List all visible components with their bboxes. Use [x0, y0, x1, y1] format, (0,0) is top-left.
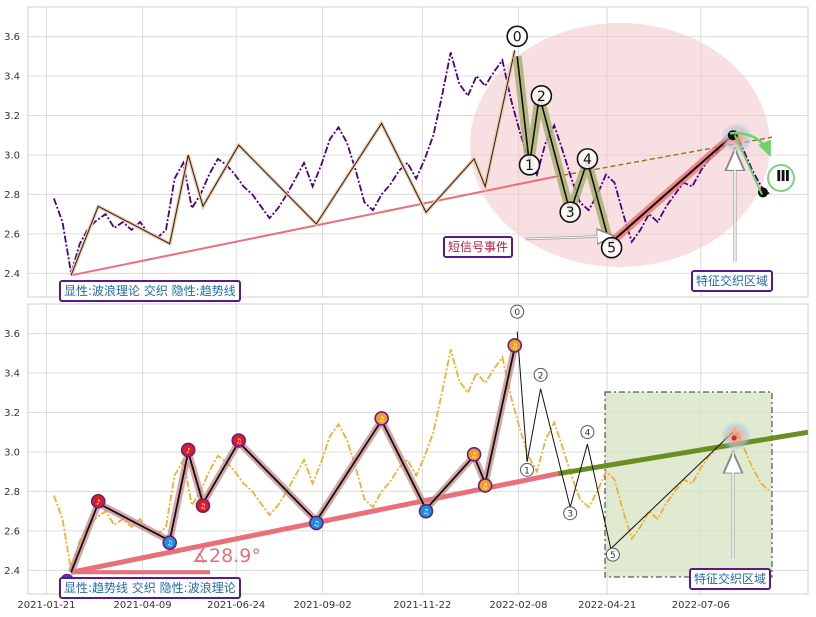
bottom-y-tick-label: 3.6 [4, 329, 20, 340]
glow-marker [721, 421, 752, 452]
wave-point-0-label: 0 [514, 308, 520, 318]
pivot-note-glyph: ♫ [423, 508, 429, 516]
elliott-line [516, 331, 612, 549]
top-panel-layer: 0 1 2 3 4 5 [53, 23, 795, 277]
price-series-line [53, 52, 771, 274]
x-tick-label: 2022-02-08 [489, 600, 547, 611]
wave-point-0-label: 0 [513, 29, 522, 45]
bottom-mode-label: 显性:趋势线 交织 隐性:波浪理论 [59, 577, 241, 599]
x-tick-label: 2021-06-24 [207, 600, 265, 611]
pivot-note-glyph: ♫ [482, 483, 488, 491]
wave-point-1-label: 1 [525, 158, 534, 174]
pivot-note-icon [374, 411, 389, 426]
wave-point-2-marker [533, 367, 548, 382]
elliott-line [516, 56, 611, 244]
wave-point-4-label: 4 [583, 152, 592, 168]
bottom-y-tick-label: 3.0 [4, 447, 20, 458]
wave-point-2-marker [530, 84, 553, 107]
top-y-tick-label: 3.4 [4, 72, 20, 83]
pivot-note-icon [180, 442, 196, 458]
pivot-note-glyph: ♫ [167, 540, 173, 548]
wave-line [70, 50, 516, 276]
rise-leg-line [608, 134, 734, 245]
wave-point-3-marker [563, 506, 578, 521]
wave-point-5-marker [605, 547, 620, 562]
wave-point-0-marker [506, 25, 528, 48]
wave-point-4-label: 4 [585, 429, 591, 439]
top-y-tick-label: 2.6 [4, 229, 20, 240]
x-tick-label: 2021-11-22 [393, 600, 451, 611]
trend-line [70, 175, 556, 277]
pivot-note-icon [418, 503, 434, 519]
signal-arrow-inner [524, 235, 613, 240]
wave-point-5-label: 5 [610, 551, 616, 561]
pivot-note-glyph: ♫ [379, 415, 385, 423]
price-series-line [53, 349, 771, 571]
current-point [731, 435, 737, 441]
wave-point-1-label: 1 [524, 466, 530, 476]
wave-point-2-label: 2 [538, 371, 544, 381]
wave-point-4-marker [576, 148, 599, 170]
rise-leg-line [610, 431, 734, 549]
wave-point-4-marker [580, 425, 595, 440]
wave-point-3-marker [559, 201, 581, 223]
pivot-note-icon [309, 515, 324, 531]
pivot-note-icon [477, 478, 493, 493]
top-y-tick-label: 2.4 [4, 269, 20, 280]
top-y-tick-label: 3.6 [4, 32, 20, 43]
wave-point-2-label: 2 [537, 89, 546, 105]
bottom-y-tick-label: 3.2 [4, 408, 20, 419]
top-y-tick-label: 3.0 [4, 150, 20, 161]
x-tick-label: 2022-07-06 [672, 600, 730, 611]
projection-leg [733, 134, 763, 195]
x-tick-label: 2021-09-02 [293, 600, 351, 611]
trend-extension-line [557, 429, 808, 477]
wave-point-0-marker [510, 304, 525, 319]
pivot-note-icon [162, 535, 178, 551]
pivot-note-glyph: ♪ [96, 498, 100, 506]
projection-arrow [729, 131, 772, 157]
pivot-note-icon [231, 433, 247, 448]
bottom-y-tick-label: 2.8 [4, 487, 20, 498]
pivot-note-icon [90, 493, 106, 509]
bottom-panel-layer: 0 1 2 3 4 5 ♪ ♫ ♪ ♫ ♫ ♫ ♫ ♫ ♫ ♫ ♫ [53, 304, 808, 587]
bottom-y-tick-label: 3.4 [4, 369, 20, 380]
wave-point-5-label: 5 [607, 241, 616, 257]
top-y-tick-label: 2.8 [4, 190, 20, 201]
pivot-note-glyph: ♫ [313, 520, 319, 528]
x-tick-label: 2021-01-21 [17, 600, 75, 611]
bottom-y-tick-label: 2.4 [4, 566, 20, 577]
pivot-note-glyph: ♫ [471, 451, 477, 459]
projection-circle [767, 164, 795, 192]
bottom-y-tick-label: 2.6 [4, 526, 20, 537]
projection-label: Ⅲ [776, 167, 791, 185]
top-mode-label: 显性:波浪理论 交织 隐性:趋势线 [59, 280, 241, 302]
interweave-ellipse [470, 23, 770, 267]
wave-point-1-marker [518, 154, 541, 176]
zone-label-top: 特征交织区域 [691, 270, 774, 292]
wave-point-1-marker [520, 462, 535, 477]
wave-point-3-label: 3 [567, 510, 573, 520]
wave-point-5-marker [600, 236, 623, 259]
pivot-note-glyph: ♪ [186, 447, 190, 455]
zone-label-bottom: 特征交织区域 [689, 568, 772, 590]
pivot-note-glyph: ♫ [200, 503, 206, 511]
pivot-note-icon [466, 447, 482, 462]
wave-point-3-label: 3 [566, 205, 575, 221]
angle-label: ∡28.9° [192, 545, 261, 567]
short-signal-label: 短信号事件 [443, 236, 514, 258]
pivot-note-icon [195, 498, 211, 513]
x-tick-label: 2021-04-09 [114, 600, 172, 611]
x-tick-label: 2022-04-21 [578, 600, 636, 611]
pivot-note-glyph: ♫ [236, 437, 242, 445]
interweave-zone [604, 391, 773, 578]
pivot-note-glyph: ♫ [512, 342, 518, 350]
top-y-tick-label: 3.2 [4, 111, 20, 122]
pivot-note-icon [507, 338, 523, 353]
